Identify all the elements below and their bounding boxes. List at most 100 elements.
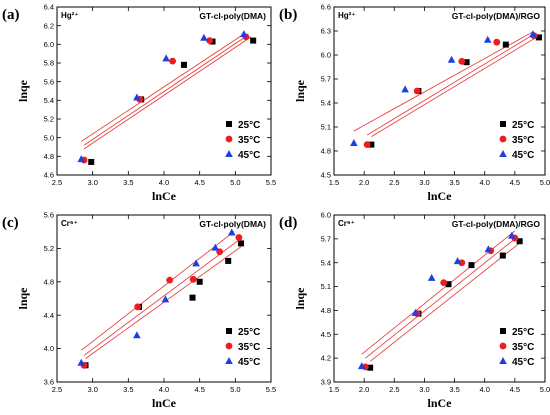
y-tick-label: 4.2 (321, 354, 331, 363)
x-tick-label: 5.0 (230, 178, 240, 187)
x-tick-label: 2.5 (389, 178, 399, 187)
plot-frame (333, 6, 546, 176)
data-point-triangle (411, 308, 420, 316)
x-tick-label: 5.5 (266, 385, 276, 394)
legend-marker-square (500, 328, 506, 334)
x-tick-label: 4.0 (479, 385, 489, 394)
y-tick-label: 5.0 (44, 133, 54, 142)
data-point-triangle (447, 55, 456, 63)
x-tick-label: 3.0 (419, 178, 429, 187)
data-point-triangle (161, 295, 170, 303)
fit-line-circle (366, 33, 536, 136)
legend-marker-triangle (225, 357, 233, 364)
data-point-square (196, 278, 203, 285)
chart-panel-2: 1.5 2.0 2.5 3.0 3.5 4.0 4.5 5.0 4.5 4.8 5.1 5.4 5.7 6… (279, 3, 550, 203)
chart-panel-1: 2.5 3.0 3.5 4.0 4.5 5.0 5.5 4.6 4.8 5.0 5.2 5.4 5.6 5… (2, 3, 276, 203)
data-point-circle (493, 38, 501, 46)
panel-label: (a) (2, 7, 20, 23)
data-point-triangle (133, 93, 141, 101)
data-point-circle (458, 259, 466, 267)
legend-marker-square (500, 121, 506, 127)
data-point-triangle (357, 362, 366, 370)
x-tick-label: 5.0 (540, 178, 550, 187)
data-point-square (516, 238, 523, 245)
fit-line-square (369, 241, 522, 362)
data-point-circle (363, 141, 371, 149)
data-point-circle (166, 276, 174, 284)
fit-line-square (371, 35, 540, 137)
y-tick-label: 6.0 (321, 51, 331, 60)
x-tick-label: 4.0 (479, 178, 489, 187)
y-tick-label: 6.2 (44, 21, 54, 30)
x-tick-label: 3.0 (87, 178, 97, 187)
data-point-triangle (200, 33, 208, 41)
x-axis-label: lnCe (152, 189, 177, 203)
ion-label: Hg²⁺ (338, 11, 356, 20)
x-tick-label: 5.0 (230, 385, 240, 394)
x-tick-label: 4.0 (159, 385, 169, 394)
legend-marker-circle (225, 135, 233, 143)
chart-panel-4: 1.5 2.0 2.5 3.0 3.5 4.0 4.5 5.0 3.9 4.2 4.5 4.8 5.1 5… (279, 211, 550, 410)
y-tick-label: 4.8 (321, 147, 331, 156)
data-point-triangle (240, 30, 248, 38)
data-point-circle (189, 275, 197, 283)
legend-marker-circle (499, 342, 507, 350)
data-point-square (180, 61, 187, 68)
legend-entry: 45°C (238, 357, 260, 368)
data-point-triangle (227, 228, 236, 236)
x-tick-label: 3.0 (419, 385, 429, 394)
y-tick-label: 5.2 (44, 244, 54, 253)
data-point-triangle (77, 155, 86, 163)
x-tick-label: 5.0 (540, 385, 550, 394)
x-tick-label: 3.5 (123, 385, 133, 394)
y-axis-label: lnqe (16, 79, 30, 102)
data-point-triangle (133, 331, 141, 339)
panel-label: (b) (279, 7, 297, 23)
data-point-square (88, 158, 95, 165)
y-axis-label: lnqe (293, 287, 307, 310)
y-tick-label: 5.2 (44, 115, 54, 124)
data-point-triangle (192, 259, 200, 267)
y-tick-label: 5.8 (44, 59, 54, 68)
x-tick-label: 1.5 (329, 385, 339, 394)
y-tick-label: 3.9 (321, 378, 331, 387)
y-tick-label: 4.8 (44, 152, 54, 161)
x-axis-label: lnCe (152, 396, 177, 410)
data-point-triangle (211, 243, 220, 251)
data-point-triangle (401, 85, 409, 93)
y-tick-label: 6.4 (44, 3, 54, 12)
data-point-square (445, 281, 452, 288)
legend-entry: 25°C (512, 327, 534, 338)
x-tick-label: 3.5 (449, 178, 459, 187)
data-point-square (535, 34, 542, 41)
data-point-square (367, 364, 374, 371)
data-point-square (368, 141, 375, 148)
legend-entry: 35°C (512, 135, 534, 146)
x-tick-label: 2.5 (52, 178, 62, 187)
legend-entry: 35°C (238, 135, 260, 146)
data-point-triangle (529, 30, 537, 38)
data-point-triangle (77, 358, 86, 366)
data-point-circle (235, 234, 243, 241)
data-point-square (499, 252, 506, 259)
y-tick-label: 4.4 (44, 311, 54, 320)
data-point-triangle (484, 245, 493, 253)
panel-title: GT-cl-poly(DMA)/RGO (452, 11, 541, 21)
x-tick-label: 3.5 (123, 178, 133, 187)
y-tick-label: 4.5 (321, 330, 331, 339)
x-axis-label: lnCe (428, 189, 453, 203)
y-tick-label: 5.4 (321, 99, 331, 108)
y-tick-label: 3.6 (44, 378, 54, 387)
legend-marker-square (226, 328, 232, 334)
y-tick-label: 5.4 (321, 258, 331, 267)
y-tick-label: 5.6 (44, 77, 54, 86)
data-point-square (502, 41, 509, 48)
legend-marker-circle (499, 135, 507, 143)
fit-line-circle (83, 34, 249, 146)
legend-entry: 45°C (512, 150, 534, 161)
data-point-circle (206, 37, 214, 44)
y-tick-label: 5.7 (321, 75, 331, 84)
legend-entry: 25°C (238, 120, 260, 131)
data-point-triangle (427, 273, 436, 281)
